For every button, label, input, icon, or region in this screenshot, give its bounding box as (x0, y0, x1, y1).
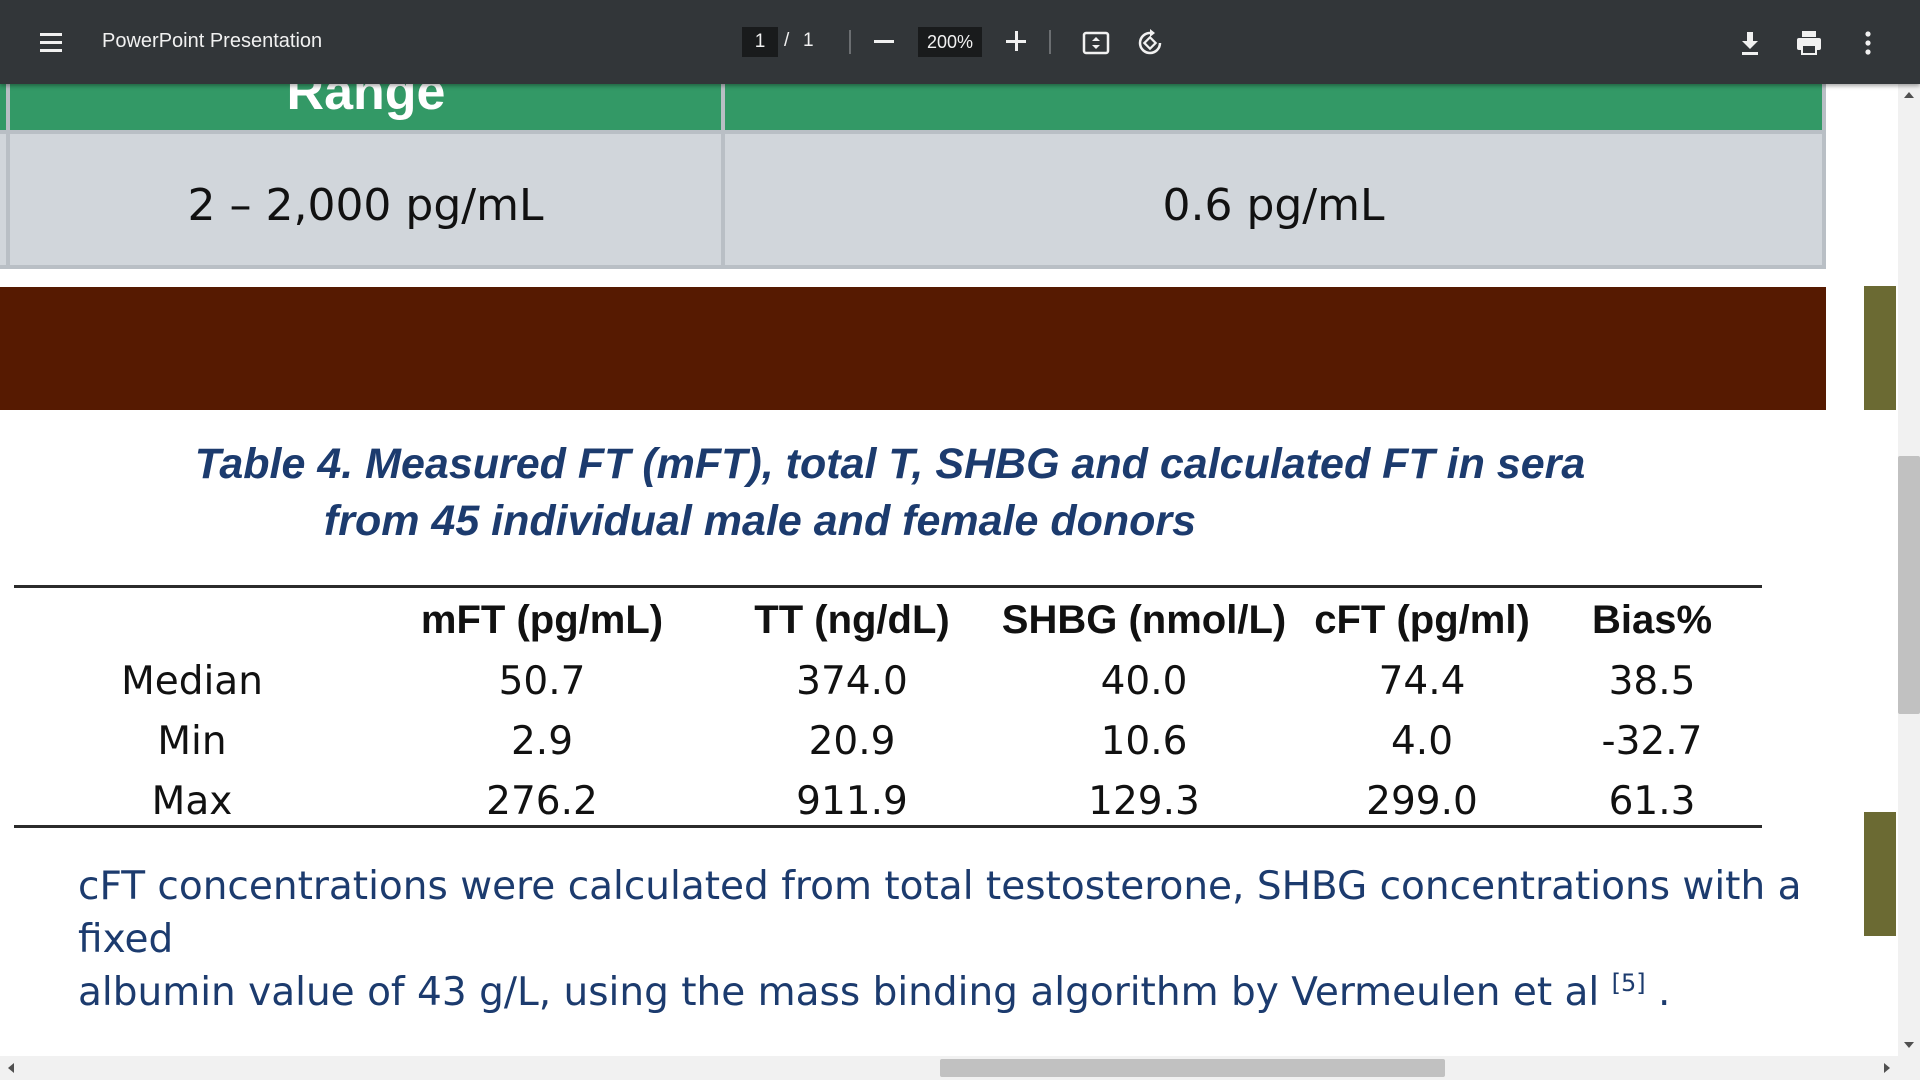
table-top-rule (14, 585, 1762, 588)
pdf-viewport[interactable]: Range 2 – 2,000 pg/mL 0.6 pg/mL Table 4.… (0, 84, 1898, 1056)
column-header: TT (ng/dL) (754, 598, 950, 642)
zoom-level-input[interactable]: 200% (918, 27, 982, 57)
table-cell: 374.0 (796, 659, 908, 704)
horizontal-scroll-thumb[interactable] (940, 1059, 1445, 1077)
range-table-row (0, 132, 1826, 268)
table-cell: 20.9 (808, 719, 896, 764)
zoom-out-icon[interactable] (874, 40, 894, 43)
table-cell: 10.6 (1100, 719, 1188, 764)
toolbar-divider (1049, 30, 1051, 54)
row-label: Min (157, 719, 227, 764)
print-icon[interactable] (1794, 28, 1824, 58)
rotate-icon[interactable] (1135, 28, 1165, 58)
range-table-header (0, 84, 1826, 132)
scroll-left-icon[interactable] (8, 1063, 14, 1073)
footnote-line1: cFT concentrations were calculated from … (78, 864, 1802, 962)
footnote-line2-text: albumin value of 43 g/L, using the mass … (78, 970, 1612, 1015)
scroll-right-icon[interactable] (1884, 1063, 1890, 1073)
footnote-line2: albumin value of 43 g/L, using the mass … (78, 966, 1838, 1019)
more-options-icon[interactable] (1853, 28, 1883, 58)
table-cell: 74.4 (1378, 659, 1466, 704)
column-header: SHBG (nmol/L) (1001, 598, 1287, 642)
fit-page-icon[interactable] (1081, 28, 1111, 58)
table-caption-line2: from 45 individual male and female donor… (323, 497, 1197, 545)
table-bottom-rule (14, 825, 1762, 828)
row-label: Median (121, 659, 263, 704)
table-border (0, 265, 1826, 269)
table-cell: 2.9 (510, 719, 574, 764)
table-border (6, 84, 10, 268)
table-caption-line1: Table 4. Measured FT (mFT), total T, SHB… (194, 440, 1586, 488)
page-number-input[interactable]: 1 (742, 27, 778, 57)
document-title: PowerPoint Presentation (102, 30, 323, 52)
footnote-reference: [5] (1611, 969, 1646, 997)
table-cell: 299.0 (1366, 779, 1478, 824)
footnote-end: . (1645, 970, 1671, 1015)
table-cell: 129.3 (1088, 779, 1200, 824)
row-label: Max (151, 779, 233, 824)
horizontal-scrollbar[interactable] (0, 1056, 1920, 1080)
slide-divider-bar (0, 287, 1826, 410)
scroll-up-icon[interactable] (1904, 92, 1914, 98)
table-footnote: cFT concentrations were calculated from … (78, 860, 1838, 1019)
zoom-in-icon[interactable] (1006, 30, 1028, 52)
range-header-text: Range (286, 84, 446, 121)
sensitivity-value: 0.6 pg/mL (1162, 180, 1385, 231)
table-cell: 38.5 (1608, 659, 1696, 704)
table-cell: 4.0 (1390, 719, 1454, 764)
table-cell: 40.0 (1100, 659, 1188, 704)
table-cell: 911.9 (796, 779, 908, 824)
table-border (0, 130, 1826, 134)
vertical-scrollbar[interactable] (1898, 84, 1920, 1056)
column-header: cFT (pg/ml) (1314, 598, 1530, 642)
scroll-down-icon[interactable] (1904, 1042, 1914, 1048)
download-icon[interactable] (1735, 28, 1765, 58)
slide-edge-marker (1864, 812, 1896, 936)
vertical-scroll-thumb[interactable] (1898, 456, 1920, 714)
table-cell: 50.7 (498, 659, 586, 704)
table-border (721, 84, 725, 268)
table-cell: 276.2 (486, 779, 598, 824)
menu-icon[interactable] (32, 24, 68, 60)
page-separator: / (784, 30, 790, 51)
slide-edge-marker (1864, 286, 1896, 410)
table-border (1822, 84, 1826, 268)
column-header: Bias% (1591, 598, 1713, 642)
table-cell: -32.7 (1601, 719, 1703, 764)
column-header: mFT (pg/mL) (420, 598, 664, 642)
page-total: 1 (803, 30, 814, 51)
range-value: 2 – 2,000 pg/mL (187, 180, 544, 231)
table-cell: 61.3 (1608, 779, 1696, 824)
toolbar-divider (849, 30, 851, 54)
pdf-toolbar: PowerPoint Presentation 1 / 1 200% (0, 0, 1920, 84)
